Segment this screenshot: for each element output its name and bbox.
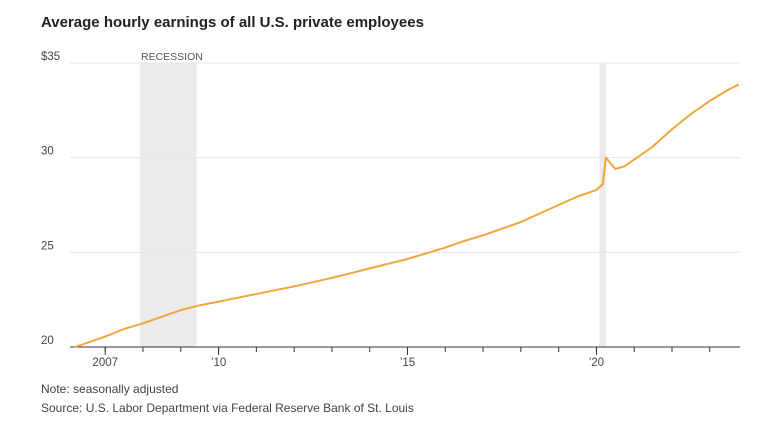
x-tick-label: ’20 bbox=[589, 357, 604, 369]
recession-bands: RECESSION bbox=[139, 51, 606, 347]
recession-band bbox=[139, 63, 197, 347]
y-tick-label: 20 bbox=[41, 335, 54, 347]
source-text: Source: U.S. Labor Department via Federa… bbox=[41, 401, 414, 415]
y-tick-label: 25 bbox=[41, 240, 54, 252]
x-tick-label: 2007 bbox=[92, 357, 118, 369]
chart-notes: Note: seasonally adjusted Source: U.S. L… bbox=[41, 380, 414, 418]
x-axis: 2007 ’10 ’15 ’20 bbox=[70, 346, 740, 369]
y-axis-labels: $35 30 25 20 bbox=[41, 51, 60, 347]
earnings-line bbox=[74, 83, 740, 348]
x-tick-label: ’15 bbox=[400, 357, 415, 369]
y-tick-label: $35 bbox=[41, 51, 60, 63]
recession-band bbox=[599, 63, 606, 347]
note-text: Note: seasonally adjusted bbox=[41, 382, 179, 396]
x-tick-label: ’10 bbox=[211, 357, 226, 369]
gridlines bbox=[70, 62, 740, 253]
y-tick-label: 30 bbox=[41, 146, 54, 158]
chart-title: Average hourly earnings of all U.S. priv… bbox=[41, 14, 424, 31]
recession-label: RECESSION bbox=[141, 51, 203, 63]
data-series bbox=[74, 83, 740, 348]
